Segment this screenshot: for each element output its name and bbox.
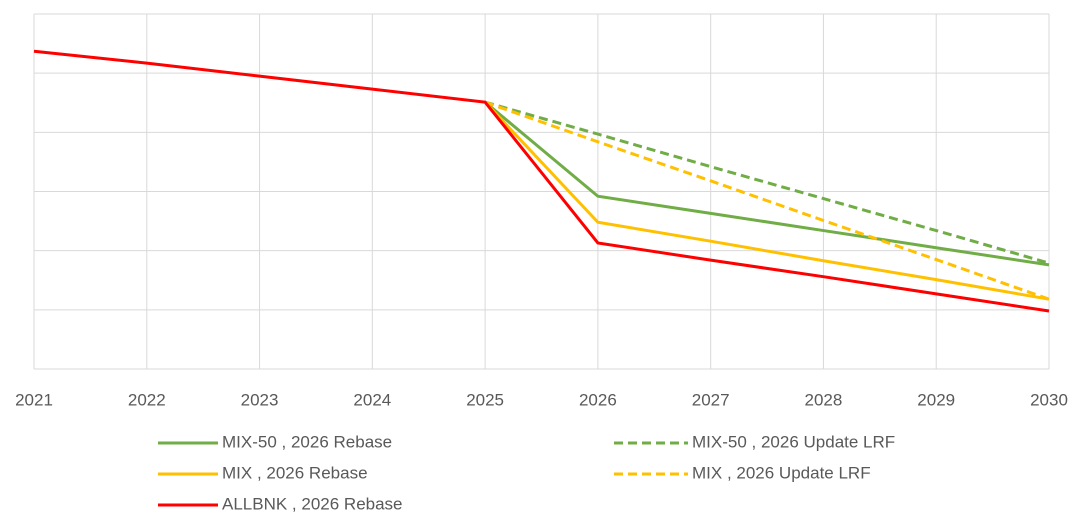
series-line bbox=[33, 49, 1050, 313]
series-line bbox=[484, 100, 1050, 265]
x-tick-label: 2027 bbox=[692, 390, 730, 409]
series-line bbox=[484, 100, 1050, 301]
legend-label: MIX , 2026 Update LRF bbox=[692, 463, 871, 482]
x-tick-label: 2021 bbox=[15, 390, 53, 409]
x-tick-label: 2023 bbox=[241, 390, 279, 409]
x-tick-label: 2029 bbox=[917, 390, 955, 409]
x-tick-label: 2025 bbox=[466, 390, 504, 409]
series-line bbox=[484, 101, 1050, 301]
legend-label: MIX-50 , 2026 Update LRF bbox=[692, 432, 895, 451]
x-tick-label: 2026 bbox=[579, 390, 617, 409]
x-tick-label: 2022 bbox=[128, 390, 166, 409]
x-tick-label: 2024 bbox=[353, 390, 391, 409]
legend-label: MIX-50 , 2026 Rebase bbox=[222, 432, 392, 451]
x-tick-label: 2028 bbox=[805, 390, 843, 409]
x-tick-label: 2030 bbox=[1030, 390, 1068, 409]
series-line bbox=[484, 101, 1050, 267]
legend-label: ALLBNK , 2026 Rebase bbox=[222, 494, 403, 513]
legend-label: MIX , 2026 Rebase bbox=[222, 463, 368, 482]
